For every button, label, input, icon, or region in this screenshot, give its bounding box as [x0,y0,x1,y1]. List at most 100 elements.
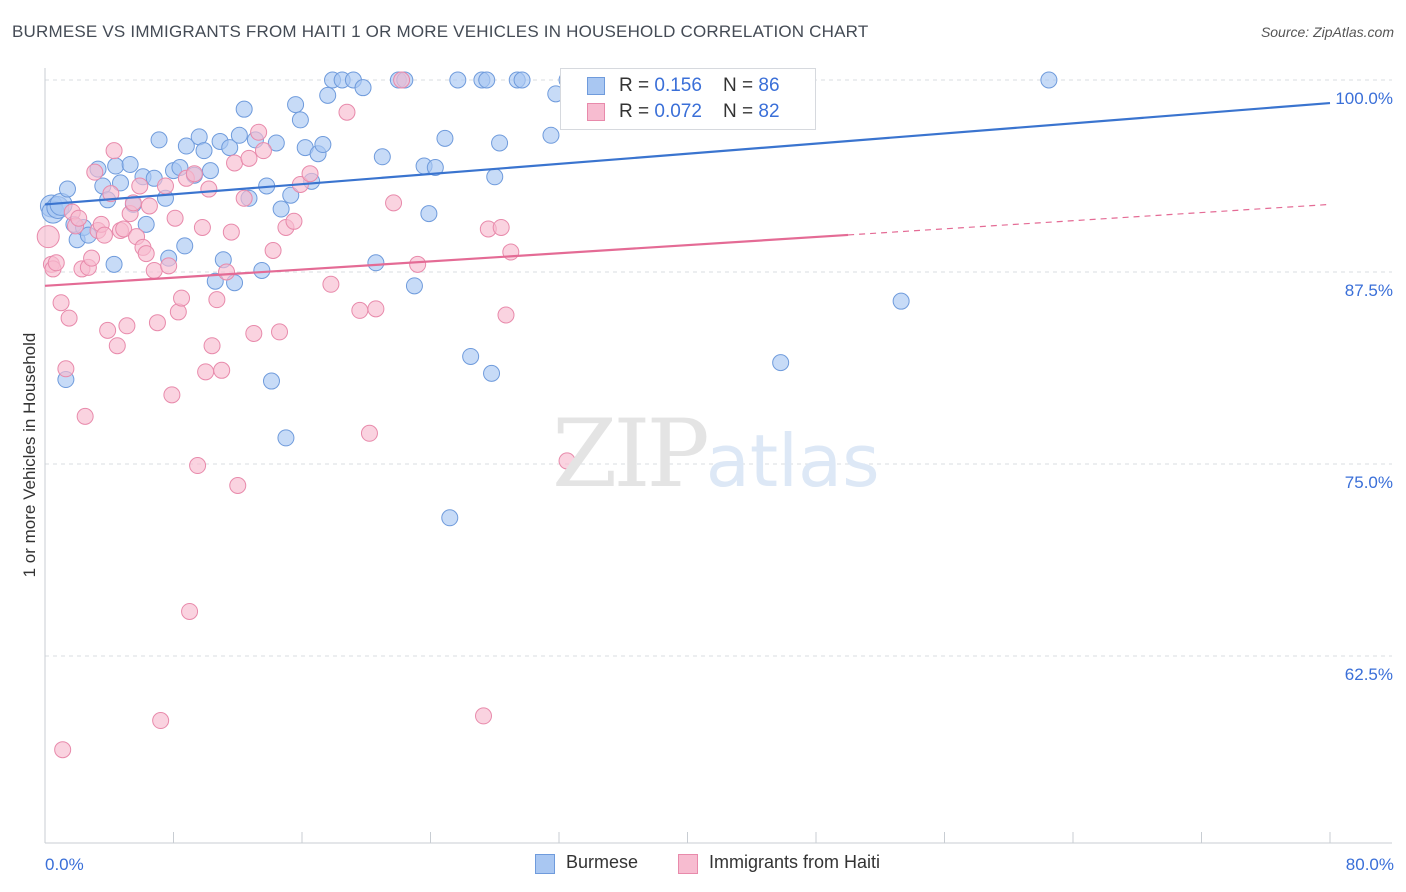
burmese-swatch [587,77,605,95]
stats-legend: R = 0.156 N = 86 R = 0.072 N = 82 [560,68,816,130]
haiti-point [193,218,211,236]
haiti-point [60,309,78,327]
haiti-point [222,223,240,241]
burmese-point [206,272,224,290]
burmese-point [282,186,300,204]
burmese-point [892,292,910,310]
burmese-point [195,142,213,160]
haiti-point [189,457,207,475]
haiti-point [338,103,356,121]
haiti-point [52,294,70,312]
haiti-point [271,323,289,341]
haiti-point [137,245,155,263]
haiti-point [152,712,170,730]
watermark-atlas: atlas [705,419,880,503]
trend-line-haiti [44,233,849,287]
burmese-point [287,96,305,114]
haiti-point [351,301,369,319]
haiti-point [360,424,378,442]
burmese-point [177,137,195,155]
burmese-point [462,347,480,365]
n-value: 82 [758,101,780,122]
haiti-point [70,209,88,227]
haiti-point [393,71,411,89]
chart-source: Source: ZipAtlas.com [1260,24,1394,40]
haiti-point [160,257,178,275]
haiti-point [124,194,142,212]
burmese-point [542,126,560,144]
burmese-point [772,354,790,372]
haiti-point [148,314,166,332]
r-label: R = [619,75,655,96]
haiti-point [54,741,72,759]
watermark-zip: ZIP [552,400,710,509]
burmese-point [137,215,155,233]
haiti-point [235,189,253,207]
haiti-point [492,218,510,236]
burmese-point [105,255,123,273]
x-tick-label: 80.0% [1346,855,1394,874]
haiti-point [57,360,75,378]
haiti-point [558,452,576,470]
haiti-point [254,142,272,160]
burmese-point [449,71,467,89]
haiti-point [163,386,181,404]
burmese-point [253,261,271,279]
burmese-point [230,126,248,144]
r-value: 0.156 [654,75,702,96]
haiti-point [240,149,258,167]
haiti-point [245,324,263,342]
haiti-point [115,220,133,238]
haiti-point [76,407,94,425]
haiti-point [169,303,187,321]
haiti-point [102,185,120,203]
haiti-point [145,261,163,279]
haiti-swatch [587,103,605,121]
burmese-point [354,79,372,97]
burmese-point [314,136,332,154]
burmese-point [1040,71,1058,89]
haiti-point [229,477,247,495]
burmese-point [235,100,253,118]
burmese-point [150,131,168,149]
haiti-point [156,177,174,195]
haiti-point [250,123,268,141]
burmese-point [319,86,337,104]
haiti-point [108,337,126,355]
burmese-point [367,254,385,272]
haiti-point [301,165,319,183]
burmese-point [201,162,219,180]
haiti-point [118,317,136,335]
burmese-legend-label: Burmese [566,852,639,872]
n-label: N = [723,75,759,96]
burmese-point [491,134,509,152]
burmese-point [405,277,423,295]
y-tick-label: 100.0% [1335,89,1393,108]
burmese-point [221,139,239,157]
burmese-point [176,237,194,255]
haiti-point [226,154,244,172]
burmese-point [436,129,454,147]
haiti-point [409,255,427,273]
haiti-point [99,321,117,339]
haiti-point [36,225,60,249]
y-tick-label: 87.5% [1345,281,1393,300]
burmese-point [262,372,280,390]
haiti-point [181,602,199,620]
burmese-point [373,148,391,166]
haiti-point [213,361,231,379]
burmese-point [478,71,496,89]
haiti-point [322,275,340,293]
burmese-point [277,429,295,447]
haiti-point [218,263,236,281]
burmese-point [426,159,444,177]
n-label: N = [723,101,759,122]
n-value: 86 [758,75,780,96]
haiti-point [95,226,113,244]
burmese-point [483,364,501,382]
haiti-point [185,165,203,183]
trend-line-haiti-extension [848,203,1331,236]
chart-title: BURMESE VS IMMIGRANTS FROM HAITI 1 OR MO… [12,22,869,41]
haiti-point [497,306,515,324]
